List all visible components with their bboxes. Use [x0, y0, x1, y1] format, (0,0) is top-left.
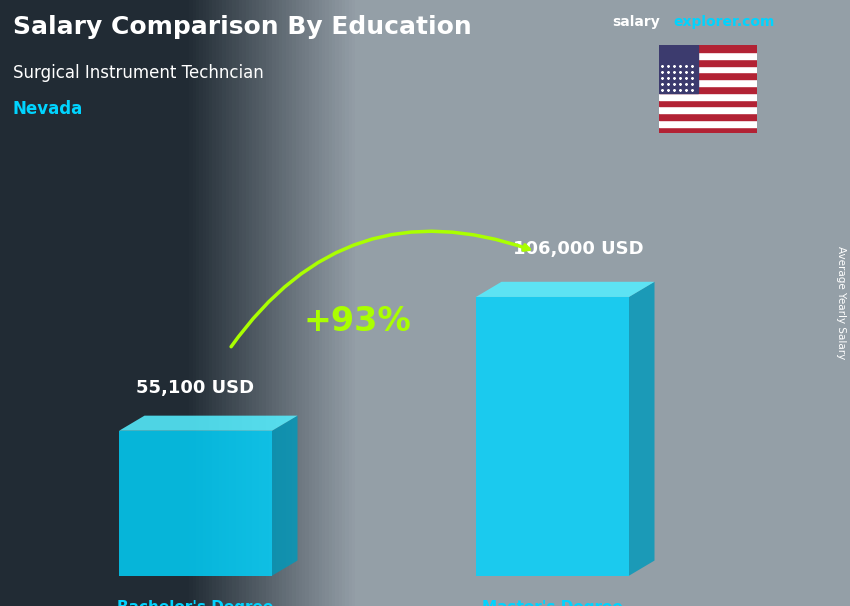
Text: Salary Comparison By Education: Salary Comparison By Education — [13, 15, 472, 39]
Text: Nevada: Nevada — [13, 100, 83, 118]
Polygon shape — [272, 416, 298, 576]
Bar — [659, 59, 756, 65]
Text: salary: salary — [612, 15, 660, 29]
Bar — [659, 52, 756, 59]
Text: Master's Degree: Master's Degree — [482, 600, 623, 606]
Bar — [659, 45, 698, 93]
Polygon shape — [119, 416, 298, 431]
Bar — [659, 106, 756, 113]
Polygon shape — [476, 297, 629, 576]
Bar — [659, 113, 756, 120]
Text: 106,000 USD: 106,000 USD — [513, 239, 643, 258]
Text: 55,100 USD: 55,100 USD — [137, 379, 254, 398]
Polygon shape — [629, 282, 654, 576]
Text: Bachelor's Degree: Bachelor's Degree — [117, 600, 274, 606]
Text: +93%: +93% — [303, 305, 411, 338]
Bar — [659, 45, 756, 52]
Text: Average Yearly Salary: Average Yearly Salary — [836, 247, 846, 359]
Polygon shape — [476, 282, 654, 297]
Bar — [659, 93, 756, 99]
Bar — [659, 127, 756, 133]
Bar — [659, 86, 756, 93]
Bar — [659, 79, 756, 86]
Bar — [659, 65, 756, 73]
Polygon shape — [119, 431, 272, 576]
Bar — [659, 120, 756, 127]
Text: explorer.com: explorer.com — [673, 15, 774, 29]
Bar — [659, 99, 756, 106]
Bar — [659, 73, 756, 79]
Text: Surgical Instrument Techncian: Surgical Instrument Techncian — [13, 64, 264, 82]
